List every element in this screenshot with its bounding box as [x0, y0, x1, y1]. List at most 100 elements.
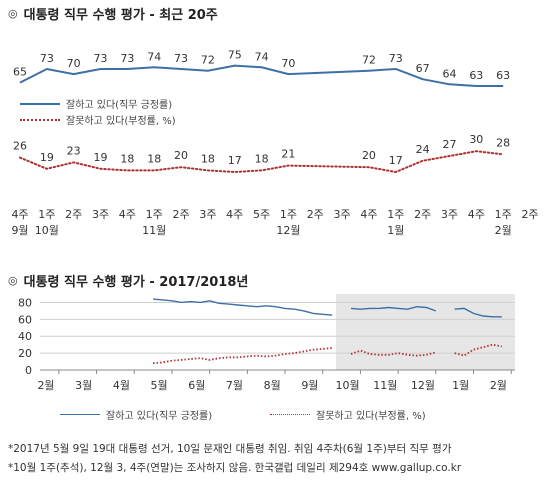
- target-icon: ◎: [8, 7, 18, 20]
- y-tick-label: 20: [18, 347, 32, 360]
- footnote-1: *2017년 5월 9일 19대 대통령 선거, 10일 문재인 대통령 취임.…: [8, 443, 452, 455]
- approve-data-label: 63: [496, 69, 510, 82]
- approve-legend-label: 잘하고 있다(직무 긍정률): [66, 100, 173, 111]
- footnote-2: *10월 1주(추석), 12월 3, 4주(연말)는 조사하지 않음. 한국갤…: [8, 462, 462, 474]
- disapprove-data-label: 18: [255, 152, 269, 165]
- x-tick-label: 2주: [521, 208, 538, 221]
- disapprove-data-label: 26: [13, 140, 27, 153]
- x-tick-label: 3주: [199, 208, 216, 221]
- approve-data-label: 65: [13, 66, 27, 79]
- bottom-chart-title: ◎ 대통령 직무 수행 평가 - 2017/2018년: [8, 271, 248, 290]
- approve-data-label: 73: [389, 52, 403, 65]
- disapprove-data-label: 27: [442, 138, 456, 151]
- disapprove-data-label: 21: [281, 148, 295, 161]
- x-month-label: 2월: [495, 224, 512, 237]
- disapprove-data-label: 17: [228, 154, 242, 167]
- x-tick-label: 2주: [65, 208, 82, 221]
- disapprove-data-label: 19: [94, 151, 108, 164]
- x-month-label: 9월: [11, 224, 28, 237]
- top-legend-approve: 잘하고 있다(직무 긍정률): [20, 96, 172, 111]
- x-month-label: 11월: [142, 224, 166, 237]
- x-tick-label: 5주: [253, 208, 270, 221]
- x-month-label: 3월: [75, 379, 92, 392]
- disapprove-data-label: 18: [201, 152, 215, 165]
- approve-data-label: 73: [40, 52, 54, 65]
- y-tick-label: 40: [18, 330, 32, 343]
- disapprove-legend-label: 잘못하고 있다(부정률, %): [66, 116, 176, 127]
- approve-legend-swatch: [20, 102, 60, 105]
- y-tick-label: 80: [18, 296, 32, 309]
- bottom-legend-approve: 잘하고 있다(직무 긍정률): [60, 407, 212, 422]
- x-month-label: 2월: [37, 379, 54, 392]
- approve-data-label: 74: [147, 50, 161, 63]
- disapprove-data-label: 20: [362, 149, 376, 162]
- x-tick-label: 1주: [146, 208, 163, 221]
- x-month-label: 1월: [452, 379, 469, 392]
- approve-data-label: 70: [281, 57, 295, 70]
- disapprove-data-label: 20: [174, 149, 188, 162]
- approve-data-label: 63: [469, 69, 483, 82]
- disapprove-legend-swatch: [270, 414, 310, 415]
- y-tick-label: 60: [18, 313, 32, 326]
- approve-data-label: 72: [362, 54, 376, 67]
- approve-data-label: 64: [442, 67, 456, 80]
- top-chart-title: ◎ 대통령 직무 수행 평가 - 최근 20주: [8, 4, 218, 23]
- x-tick-label: 4주: [226, 208, 243, 221]
- x-tick-label: 3주: [334, 208, 351, 221]
- top-chart: 65 73 70 73 73 74 73 72 75 74 70 72 73 67 64 63 63 26 19 23…: [11, 49, 538, 237]
- x-month-label: 12월: [411, 379, 435, 392]
- x-tick-label: 3주: [441, 208, 458, 221]
- x-tick-label: 2주: [414, 208, 431, 221]
- approve-data-label: 73: [120, 52, 134, 65]
- x-tick-label: 1주: [280, 208, 297, 221]
- approve-data-label: 73: [174, 52, 188, 65]
- disapprove-line: [19, 150, 505, 174]
- disapprove-data-label: 17: [389, 154, 403, 167]
- disapprove-legend-swatch: [20, 118, 60, 121]
- disapprove-data-label: 23: [67, 144, 81, 157]
- approve-data-label: 70: [67, 57, 81, 70]
- disapprove-data-label: 18: [120, 152, 134, 165]
- x-tick-label: 3주: [92, 208, 109, 221]
- approve-data-label: 73: [94, 52, 108, 65]
- x-month-label: 2월: [490, 379, 507, 392]
- x-tick-label: 4주: [360, 208, 377, 221]
- approve-data-label: 72: [201, 54, 215, 67]
- x-tick-label: 1주: [38, 208, 55, 221]
- approve-line: [19, 64, 504, 87]
- approve-line: [153, 298, 502, 318]
- approve-data-label: 74: [255, 50, 269, 63]
- x-tick-label: 2주: [307, 208, 324, 221]
- x-month-label: 11월: [373, 379, 397, 392]
- bottom-chart: 0 20 40 60 80 2월 3월 4월 5월 6월 7월 8월 9월 10월 11월 12월 1월 2월: [18, 294, 515, 392]
- disapprove-data-label: 18: [147, 152, 161, 165]
- approve-legend-label: 잘하고 있다(직무 긍정률): [106, 411, 213, 422]
- shaded-region: [335, 294, 515, 370]
- x-month-label: 12월: [276, 224, 300, 237]
- disapprove-data-label: 30: [469, 133, 483, 146]
- target-icon: ◎: [8, 274, 18, 287]
- y-tick-label: 0: [25, 364, 32, 377]
- bottom-legend-disapprove: 잘못하고 있다(부정률, %): [270, 407, 426, 422]
- x-month-label: 8월: [264, 379, 281, 392]
- x-month-label: 9월: [301, 379, 318, 392]
- x-tick-label: 4주: [11, 208, 28, 221]
- x-tick-label: 1주: [387, 208, 404, 221]
- x-tick-label: 4주: [119, 208, 136, 221]
- disapprove-legend-label: 잘못하고 있다(부정률, %): [316, 411, 426, 422]
- approve-legend-swatch: [60, 414, 100, 415]
- x-month-label: 4월: [113, 379, 130, 392]
- x-tick-label: 1주: [495, 208, 512, 221]
- x-month-label: 10월: [35, 224, 59, 237]
- x-month-label: 1월: [387, 224, 404, 237]
- disapprove-data-label: 28: [496, 136, 510, 149]
- x-tick-label: 4주: [468, 208, 485, 221]
- disapprove-data-label: 19: [40, 151, 54, 164]
- x-tick-label: 2주: [172, 208, 189, 221]
- x-month-label: 7월: [226, 379, 243, 392]
- disapprove-data-label: 24: [416, 143, 430, 156]
- approve-data-label: 67: [416, 62, 430, 75]
- x-month-label: 10월: [336, 379, 360, 392]
- top-legend-disapprove: 잘못하고 있다(부정률, %): [20, 112, 176, 127]
